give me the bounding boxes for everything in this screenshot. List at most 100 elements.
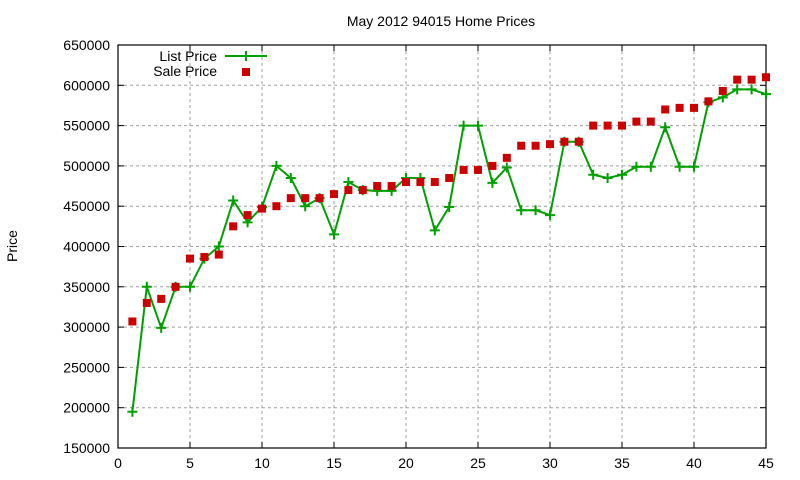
y-tick-label: 550000 bbox=[63, 118, 110, 134]
data-point-plus bbox=[300, 201, 311, 212]
legend-list-price-label: List Price bbox=[159, 48, 217, 64]
data-point-square bbox=[387, 182, 396, 191]
data-point-square bbox=[646, 117, 655, 126]
plot-frame bbox=[117, 44, 767, 449]
x-tick-label: 30 bbox=[542, 455, 558, 471]
data-point-plus bbox=[746, 84, 757, 95]
data-point-plus bbox=[689, 161, 699, 172]
data-point-square bbox=[488, 161, 497, 170]
data-point-square bbox=[330, 190, 338, 199]
data-point-square bbox=[632, 117, 641, 126]
series-sale-price bbox=[128, 73, 770, 326]
x-tick-label: 0 bbox=[114, 455, 122, 471]
y-axis-label: Price bbox=[4, 230, 20, 262]
legend: List Price Sale Price bbox=[153, 48, 267, 79]
data-point-square bbox=[243, 211, 252, 220]
data-point-plus bbox=[473, 120, 483, 131]
data-point-square bbox=[675, 103, 684, 112]
data-point-plus bbox=[444, 202, 455, 213]
y-tick-label: 500000 bbox=[63, 158, 110, 174]
data-point-square bbox=[603, 121, 612, 130]
data-point-square bbox=[286, 194, 295, 203]
data-point-plus bbox=[429, 225, 440, 236]
data-point-square bbox=[762, 73, 770, 82]
legend-sale-price-label: Sale Price bbox=[153, 63, 217, 79]
data-point-plus bbox=[213, 241, 224, 252]
data-point-plus bbox=[228, 195, 239, 206]
data-point-plus bbox=[516, 205, 527, 216]
grid-lines bbox=[118, 45, 766, 448]
series-line bbox=[131, 88, 767, 412]
y-tick-label: 650000 bbox=[63, 37, 110, 53]
x-tick-label: 10 bbox=[254, 455, 270, 471]
data-point-plus bbox=[602, 172, 613, 183]
data-point-plus bbox=[674, 161, 685, 172]
data-point-square bbox=[200, 252, 209, 261]
series-list-price bbox=[127, 84, 771, 417]
data-point-plus bbox=[285, 172, 296, 183]
data-point-plus bbox=[660, 122, 671, 133]
y-tick-label: 150000 bbox=[63, 440, 110, 456]
x-tick-label: 45 bbox=[758, 455, 774, 471]
data-point-square bbox=[315, 194, 324, 203]
data-point-plus bbox=[343, 177, 354, 188]
data-point-square bbox=[416, 178, 425, 187]
data-point-square bbox=[344, 186, 353, 195]
data-point-plus bbox=[761, 89, 771, 100]
data-point-square bbox=[459, 165, 468, 174]
data-point-square bbox=[574, 137, 583, 146]
data-point-plus bbox=[127, 406, 138, 417]
y-tick-label: 400000 bbox=[63, 239, 110, 255]
data-point-square bbox=[142, 298, 151, 307]
data-point-plus bbox=[185, 281, 195, 292]
data-point-square bbox=[128, 317, 137, 326]
data-point-square bbox=[502, 153, 511, 162]
y-axis-ticks: 150000 200000 250000 300000 350000 400000 4500… bbox=[63, 37, 766, 456]
y-tick-label: 250000 bbox=[63, 359, 110, 375]
data-point-square bbox=[690, 103, 698, 112]
data-point-plus bbox=[458, 120, 469, 131]
data-point-plus bbox=[141, 281, 152, 292]
data-point-square bbox=[171, 282, 180, 291]
legend-sale-price-marker bbox=[242, 68, 250, 76]
y-tick-label: 600000 bbox=[63, 77, 110, 93]
data-point-square bbox=[186, 254, 194, 263]
x-tick-label: 5 bbox=[186, 455, 194, 471]
data-point-plus bbox=[617, 169, 627, 180]
chart-title: May 2012 94015 Home Prices bbox=[347, 13, 535, 29]
y-tick-label: 300000 bbox=[63, 319, 110, 335]
data-point-square bbox=[546, 140, 554, 149]
data-point-square bbox=[618, 121, 626, 130]
data-point-plus bbox=[588, 169, 599, 180]
data-point-plus bbox=[530, 205, 541, 216]
data-point-square bbox=[258, 204, 266, 213]
data-point-square bbox=[661, 105, 670, 114]
data-point-square bbox=[531, 141, 540, 150]
data-point-square bbox=[560, 137, 569, 146]
y-tick-label: 200000 bbox=[63, 400, 110, 416]
data-point-square bbox=[272, 202, 281, 211]
data-point-plus bbox=[545, 210, 555, 221]
data-point-plus bbox=[732, 84, 743, 95]
data-point-square bbox=[747, 75, 756, 84]
data-point-square bbox=[229, 222, 238, 231]
x-tick-label: 25 bbox=[470, 455, 486, 471]
data-point-square bbox=[718, 86, 727, 95]
data-point-square bbox=[589, 121, 598, 130]
x-axis-ticks: 0 5 10 15 20 25 30 35 40 45 bbox=[114, 45, 774, 471]
data-point-square bbox=[358, 186, 367, 195]
x-tick-label: 35 bbox=[614, 455, 630, 471]
data-point-plus bbox=[631, 161, 642, 172]
data-point-square bbox=[445, 173, 454, 182]
x-tick-label: 20 bbox=[398, 455, 414, 471]
legend-list-price-marker bbox=[241, 51, 251, 61]
x-tick-label: 40 bbox=[686, 455, 702, 471]
y-tick-label: 450000 bbox=[63, 198, 110, 214]
data-point-square bbox=[373, 182, 382, 191]
data-point-square bbox=[214, 250, 223, 259]
x-tick-label: 15 bbox=[326, 455, 342, 471]
data-point-square bbox=[733, 75, 742, 84]
data-point-plus bbox=[487, 177, 498, 188]
data-point-square bbox=[474, 165, 482, 174]
data-point-plus bbox=[156, 322, 167, 333]
